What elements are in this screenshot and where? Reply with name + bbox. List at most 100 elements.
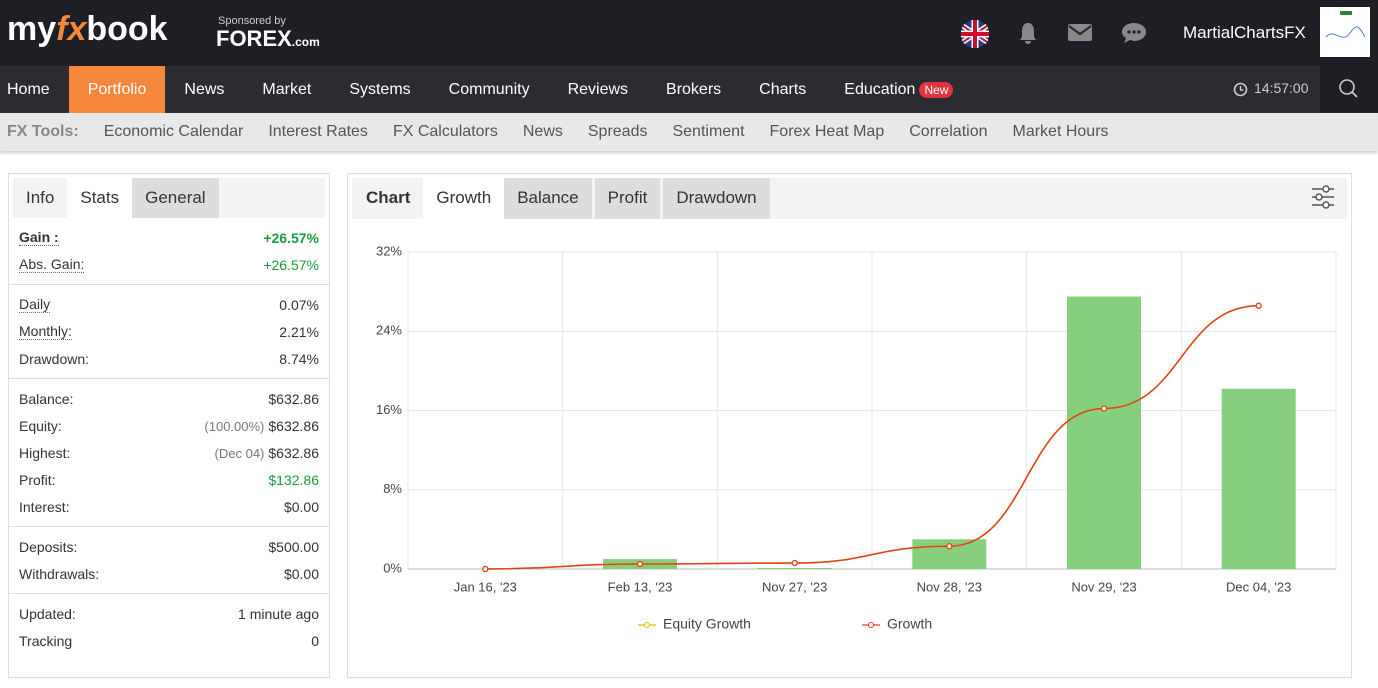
x-tick-label: Nov 27, '23 — [762, 579, 827, 594]
stat-value: +26.57% — [263, 229, 319, 246]
point — [636, 560, 644, 568]
bar — [757, 568, 832, 569]
logo-part: book — [86, 10, 168, 48]
y-tick-label: 16% — [376, 402, 402, 417]
stat-note: (Dec 04) — [214, 445, 265, 461]
nav-item[interactable]: Market — [262, 81, 312, 98]
bell-icon[interactable] — [1016, 21, 1040, 45]
stat-row: Balance: $632.86 — [9, 385, 329, 412]
stats-tabs: Info Stats General — [13, 178, 325, 218]
chat-icon[interactable] — [1121, 21, 1147, 45]
stat-label: Interest: — [19, 498, 70, 515]
tab[interactable]: General — [132, 178, 219, 218]
tab[interactable]: Growth — [423, 178, 505, 219]
x-tick-label: Feb 13, '23 — [608, 579, 673, 594]
stat-value: 0.07% — [279, 296, 319, 313]
nav-item[interactable]: Systems — [349, 81, 411, 98]
username[interactable]: MartialChartsFX — [1183, 23, 1306, 42]
nav-item[interactable]: Education — [844, 81, 916, 98]
flag-icon[interactable] — [960, 19, 990, 49]
tab[interactable]: Balance — [504, 178, 592, 219]
stat-label: Drawdown: — [19, 350, 90, 367]
stat-value: $632.86 — [268, 390, 319, 407]
clock-time: 14:57:00 — [1254, 80, 1309, 96]
tool-link[interactable]: Forex Heat Map — [769, 123, 885, 140]
stat-label: Profit: — [19, 471, 56, 488]
tool-link[interactable]: Correlation — [909, 123, 988, 140]
stat-note: (100.00%) — [204, 418, 265, 434]
stat-label: Equity: — [19, 417, 62, 434]
stats-panel: Info Stats General Gain : +26.57% Abs. Gai… — [8, 173, 330, 678]
avatar[interactable] — [1320, 7, 1370, 57]
nav-item[interactable]: Portfolio — [68, 66, 166, 113]
stat-row: Gain : +26.57% — [9, 224, 329, 251]
logo-part: fx — [56, 10, 87, 48]
stat-value: $0.00 — [283, 565, 319, 582]
tool-link[interactable]: Sentiment — [672, 123, 745, 140]
nav-item[interactable]: Charts — [759, 81, 807, 98]
tab[interactable]: Stats — [67, 178, 133, 218]
bar — [1067, 296, 1141, 569]
tool-link[interactable]: Spreads — [587, 123, 648, 140]
stat-value-wrap: (Dec 04) $632.86 — [215, 445, 319, 461]
tab[interactable]: Drawdown — [663, 178, 770, 219]
stat-value: $132.86 — [268, 471, 319, 488]
stat-row: Monthly: 2.21% — [9, 318, 329, 345]
nav-item[interactable]: Reviews — [567, 81, 629, 98]
search-button[interactable] — [1320, 66, 1378, 113]
tool-link[interactable]: Interest Rates — [268, 123, 368, 140]
stat-value: $632.86 — [268, 417, 319, 434]
stat-value-wrap: $632.86 — [268, 391, 319, 407]
stat-value-wrap: 1 minute ago — [238, 606, 319, 622]
legend-marker — [644, 622, 650, 628]
stat-value-wrap: $500.00 — [268, 539, 319, 555]
new-badge: New — [919, 81, 954, 98]
nav-item[interactable]: Community — [448, 81, 530, 98]
stat-label: Abs. Gain: — [19, 256, 85, 273]
nav-item[interactable]: Home — [7, 81, 50, 98]
settings-icon[interactable] — [1310, 184, 1336, 210]
stat-label: Highest: — [19, 444, 71, 461]
brand-text: FOREX — [216, 26, 292, 51]
nav-item[interactable]: Brokers — [666, 81, 722, 98]
tool-link[interactable]: News — [522, 123, 563, 140]
tool-link[interactable]: FX Calculators — [392, 123, 498, 140]
clock-icon — [1233, 82, 1248, 97]
stat-value-wrap: $0.00 — [284, 499, 319, 515]
stat-row: Tracking 0 — [9, 627, 329, 654]
tab[interactable]: Profit — [594, 178, 661, 219]
tabs-label: Chart — [366, 188, 411, 207]
stat-value-wrap: 0.07% — [279, 297, 319, 313]
stats-group: Daily 0.07% Monthly: 2.21% Drawdown: 8.74% — [9, 285, 329, 379]
stat-row: Abs. Gain: +26.57% — [9, 251, 329, 278]
stat-value: 8.74% — [279, 350, 319, 367]
tab[interactable]: Info — [13, 178, 68, 218]
sponsor-brand[interactable]: FOREX.com — [216, 26, 320, 52]
stat-row: Interest: $0.00 — [9, 493, 329, 520]
nav-item[interactable]: News — [184, 81, 225, 98]
stat-value-wrap: +26.57% — [263, 257, 319, 273]
stat-label: Updated: — [19, 605, 76, 622]
tool-link[interactable]: Market Hours — [1012, 123, 1109, 140]
point — [791, 559, 798, 567]
stat-label: Daily — [19, 296, 51, 313]
logo[interactable]: myfxbook — [7, 10, 168, 49]
stat-row: Withdrawals: $0.00 — [9, 560, 329, 587]
header: myfxbook Sponsored by FOREX.com MartialC… — [0, 0, 1378, 66]
tool-link[interactable]: Economic Calendar — [103, 123, 244, 140]
stat-value-wrap: 2.21% — [279, 324, 319, 340]
y-tick-label: 0% — [383, 560, 402, 575]
mail-icon[interactable] — [1068, 23, 1092, 43]
stats-group: Deposits: $500.00 Withdrawals: $0.00 — [9, 527, 329, 594]
x-tick-label: Nov 28, '23 — [917, 579, 982, 594]
stat-value: 1 minute ago — [238, 605, 319, 622]
stat-label: Gain : — [19, 229, 59, 246]
stat-value: $500.00 — [268, 538, 319, 555]
stat-value-wrap: (100.00%) $632.86 — [204, 418, 319, 434]
stat-row: Highest: (Dec 04) $632.86 — [9, 439, 329, 466]
main-nav: Home Portfolio News Market Systems Commu… — [0, 66, 1378, 113]
stat-value-wrap: 0 — [311, 633, 319, 649]
stat-value-wrap: +26.57% — [263, 230, 319, 246]
stat-value: $0.00 — [283, 498, 319, 515]
